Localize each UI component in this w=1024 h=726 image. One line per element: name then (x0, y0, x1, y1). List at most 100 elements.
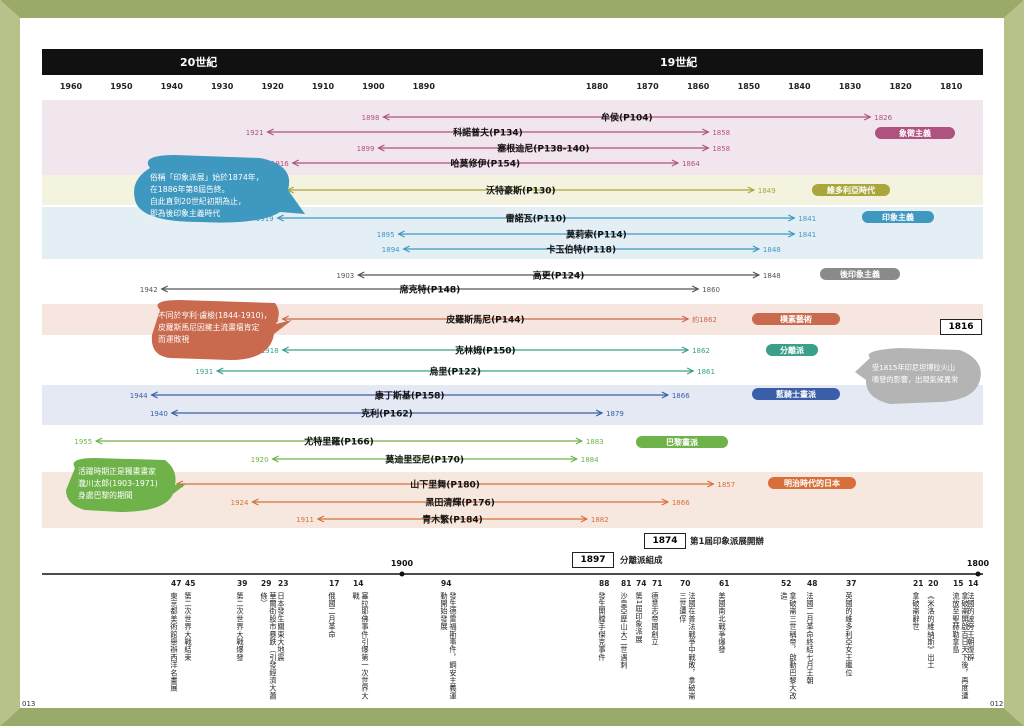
artist-birth-year: 1848 (763, 272, 781, 280)
arrow-head-right (752, 245, 761, 253)
arrow-head-left (281, 346, 289, 354)
arrow-head-right (788, 214, 796, 222)
bubble-kumagai-shape (66, 458, 186, 512)
arrow-head-left (94, 437, 103, 445)
year-tick-label: 1940 (161, 82, 184, 91)
event-year: 48 (807, 579, 818, 588)
artist-name: 青木繁(P184) (422, 514, 483, 526)
artist-birth-year: 1857 (717, 481, 735, 489)
artist-death-year: 1895 (377, 231, 395, 239)
axis-marker-1900 (399, 571, 405, 577)
artist-death-year: 1916 (271, 160, 289, 168)
year-box-1816: 1816 (940, 319, 982, 335)
movement-tag (766, 344, 818, 356)
movement-tag-label: 象徵主義 (899, 128, 931, 138)
artist-birth-year: 1858 (712, 129, 730, 137)
bubble-line: 身處巴黎的期間 (78, 491, 133, 500)
secession-formed-label: 分離派組成 (620, 556, 663, 566)
arrow-head-left (377, 144, 385, 152)
artist-name: 卡玉伯特(P118) (546, 244, 616, 256)
movement-tag (768, 477, 856, 489)
event-description: 沙皇亞歷山大二世遇刺 (620, 592, 629, 669)
bubble-impressionism-note: 俗稱「印象派展」始於1874年， 在1886年第8屆告終。 自此直到20世紀初期… (150, 172, 263, 220)
arrow-head-right (788, 230, 796, 238)
year-tick-label: 1870 (636, 82, 659, 91)
year-tick-label: 1920 (261, 82, 284, 91)
movement-tag (636, 436, 728, 448)
arrow-head-left (356, 271, 365, 279)
event-description: 拿破崙開啟百日天下後，再度遭流放至聖赫勒拿島 (952, 592, 970, 700)
bubble-line: 在1886年第8屆告終。 (150, 185, 230, 194)
event-description: 第1屆印象派展 (635, 592, 644, 644)
arrow-head-right (661, 391, 670, 399)
bubble-line: 瀧川太郎(1903-1971) (78, 479, 158, 488)
year-tick-label: 1820 (889, 82, 912, 91)
bubble-line: 活躍時期正是獨畫畫家 (78, 467, 156, 476)
artist-name: 高更(P124) (533, 270, 585, 282)
artist-death-year: 1921 (246, 129, 264, 137)
artist-death-year: 1920 (251, 456, 269, 464)
event-year: 39 (237, 579, 248, 588)
arrow-head-right (595, 409, 604, 417)
event-description: 《米洛的維納斯》出土 (927, 592, 936, 669)
arrow-head-right (681, 315, 690, 323)
bubble-cezanne-shape (151, 300, 292, 360)
movement-tag-label: 印象主義 (882, 212, 914, 222)
artist-birth-year: 1882 (591, 516, 609, 524)
bubble-line: 皮羅斯馬尼因擁主流畫壇肯定 (158, 323, 260, 332)
event-year: 81 (621, 579, 632, 588)
year-tick-label: 1890 (413, 82, 436, 91)
artist-death-year: 1898 (362, 114, 380, 122)
century-header-bar (42, 49, 983, 75)
event-description: 第二次世界大戰爆發 (236, 592, 245, 662)
arrow-head-left (170, 409, 179, 417)
artist-name: 席克特(P148) (400, 284, 461, 296)
event-description: 發生德雷福斯事件，鋼安主義運動開始發展 (440, 592, 458, 700)
arrow-head-right (691, 285, 700, 293)
artist-name: 牟侯(P104) (601, 112, 653, 124)
year-tick-label: 1900 (362, 82, 385, 91)
arrow-head-left (316, 515, 325, 523)
artist-name: 克利(P162) (361, 408, 413, 420)
year-tick-label: 1930 (211, 82, 234, 91)
event-year: 70 (680, 579, 691, 588)
artist-death-year: 1919 (256, 215, 274, 223)
artist-birth-year: 1862 (692, 347, 710, 355)
artist-name: 皮羅斯馬尼(P144) (445, 314, 525, 326)
event-year: 71 (652, 579, 663, 588)
arrow-head-left (397, 230, 405, 238)
arrow-head-right (702, 144, 710, 152)
event-description: 法國在普法戰爭中戰敗，拿破崙三世遭俘 (679, 592, 697, 700)
arrow-head-left (382, 113, 390, 121)
axis-marker-1800 (975, 571, 981, 577)
arrow-head-right (707, 480, 715, 488)
arrow-head-right (702, 128, 710, 136)
artist-name: 烏里(P122) (429, 366, 481, 378)
year-box-1874: 1874 (644, 533, 686, 549)
century-19-label: 19世紀 (660, 56, 698, 69)
artist-birth-year: 1849 (758, 187, 776, 195)
movement-tag (752, 388, 840, 400)
event-description: 拿破崙辭世 (912, 592, 921, 631)
movement-tag (752, 313, 840, 325)
artist-death-year: 1955 (74, 438, 92, 446)
arrow-head-right (580, 515, 589, 523)
artist-death-year: 1942 (140, 286, 158, 294)
artist-death-year: 1911 (296, 516, 314, 524)
arrow-head-left (160, 285, 168, 293)
arrow-head-right (747, 186, 756, 194)
artist-name: 克林姆(P150) (455, 345, 516, 357)
year-tick-label: 1860 (687, 82, 710, 91)
event-description: 塞拉耶佛事件引爆第一次世界大戰 (352, 592, 370, 700)
event-year: 47 (171, 579, 182, 588)
event-description: 發生開膛手傑克事件 (598, 592, 607, 662)
arrow-head-left (291, 159, 300, 167)
artist-name: 哈莫修伊(P154) (451, 158, 521, 170)
year-tick-label: 1810 (940, 82, 963, 91)
event-year: 52 (781, 579, 792, 588)
arrow-head-left (215, 367, 224, 375)
bubble-impressionism-shape (134, 155, 305, 223)
artist-death-year: 1940 (150, 410, 168, 418)
